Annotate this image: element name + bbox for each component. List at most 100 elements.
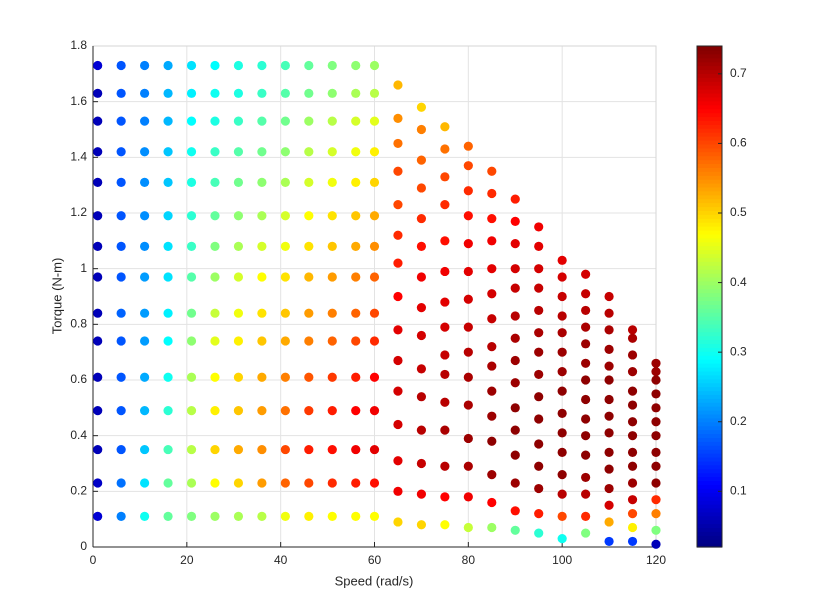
point <box>487 470 497 480</box>
point <box>210 177 220 187</box>
point <box>351 88 361 98</box>
colorbar-segment <box>697 194 722 200</box>
point <box>627 508 638 519</box>
point <box>393 166 403 176</box>
point <box>604 500 614 510</box>
colorbar-segment <box>697 202 722 208</box>
colorbar-segment <box>697 167 722 172</box>
point <box>604 361 614 371</box>
colorbar-segment <box>697 484 722 489</box>
point <box>463 522 473 533</box>
point <box>487 166 497 176</box>
point <box>534 283 544 293</box>
colorbar-segment <box>697 378 722 384</box>
point <box>351 211 361 221</box>
colorbar-segment <box>697 296 722 302</box>
point <box>416 241 427 251</box>
point <box>534 508 544 519</box>
point <box>534 439 544 449</box>
colorbar-segment <box>697 363 722 368</box>
point <box>257 444 267 455</box>
y-tick-label: 0.4 <box>70 428 87 442</box>
point <box>416 392 427 402</box>
point <box>233 147 244 157</box>
point <box>581 489 591 499</box>
point <box>627 417 638 427</box>
colorbar-segment <box>697 343 722 348</box>
point <box>233 211 244 221</box>
point <box>280 336 290 346</box>
point <box>440 322 450 332</box>
colorbar-segment <box>697 179 722 184</box>
point <box>651 358 661 368</box>
point <box>534 461 544 471</box>
point <box>257 116 267 126</box>
colorbar-segment <box>697 280 722 286</box>
point <box>233 60 244 71</box>
point <box>581 431 591 441</box>
point <box>627 522 638 533</box>
point <box>280 147 290 157</box>
point <box>557 255 567 265</box>
point <box>604 517 614 527</box>
point <box>351 511 361 521</box>
point <box>280 241 290 251</box>
point <box>581 511 591 521</box>
point <box>304 336 314 346</box>
point <box>393 517 403 527</box>
colorbar-segment <box>697 276 722 282</box>
colorbar-segment <box>697 53 722 59</box>
point <box>627 325 638 335</box>
point <box>534 241 544 251</box>
colorbar-segment <box>697 304 722 309</box>
point <box>327 308 337 318</box>
point <box>510 216 520 226</box>
colorbar-segment <box>697 417 722 423</box>
point <box>416 458 427 469</box>
point <box>280 511 290 521</box>
point <box>186 478 197 488</box>
colorbar-segment <box>697 73 722 78</box>
point <box>163 177 173 187</box>
x-tick-label: 80 <box>462 553 476 567</box>
point <box>510 194 520 204</box>
point <box>140 88 150 98</box>
colorbar-segment <box>697 288 722 294</box>
point <box>440 236 450 246</box>
colorbar-tick-label: 0.7 <box>730 66 747 80</box>
y-tick-label: 0.2 <box>70 484 87 498</box>
colorbar-segment <box>697 456 722 462</box>
y-tick-label: 0 <box>80 539 87 553</box>
colorbar-segment <box>697 218 722 223</box>
colorbar-segment <box>697 507 722 513</box>
colorbar-segment <box>697 261 722 266</box>
point <box>393 419 403 430</box>
colorbar-segment <box>697 57 722 63</box>
colorbar-segment <box>697 351 722 356</box>
colorbar-segment <box>697 175 722 180</box>
point <box>351 308 361 318</box>
point <box>440 122 450 132</box>
colorbar-segment <box>697 539 722 544</box>
colorbar-segment <box>697 425 722 431</box>
colorbar-segment <box>697 186 722 192</box>
point <box>369 272 380 282</box>
point <box>651 431 661 441</box>
colorbar-segment <box>697 515 722 521</box>
colorbar-segment <box>697 214 722 219</box>
colorbar-segment <box>697 472 722 478</box>
point <box>186 116 197 126</box>
point <box>280 177 290 187</box>
colorbar-segment <box>697 163 722 168</box>
point <box>510 333 520 343</box>
point <box>651 539 661 549</box>
colorbar-segment <box>697 120 722 125</box>
point <box>351 241 361 251</box>
x-axis-label: Speed (rad/s) <box>335 573 414 588</box>
point <box>581 394 591 405</box>
point <box>534 305 544 316</box>
point <box>369 478 380 488</box>
point <box>604 411 614 421</box>
point <box>510 506 520 516</box>
point <box>487 188 497 199</box>
